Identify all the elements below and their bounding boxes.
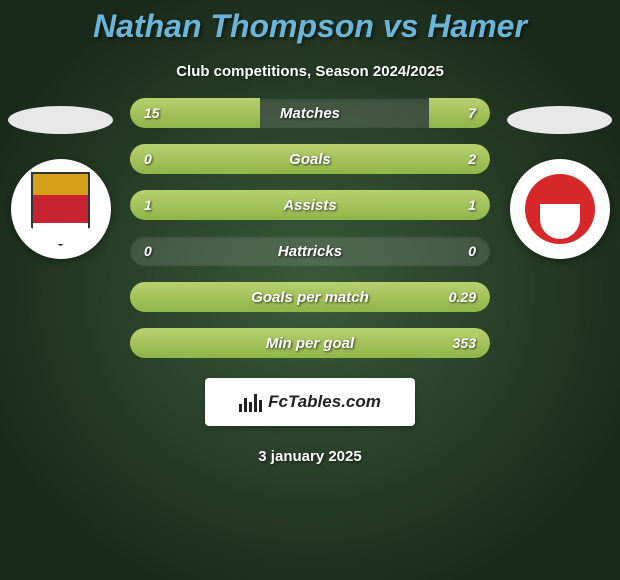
- source-logo: FcTables.com: [205, 378, 415, 426]
- player-ellipse-left: [8, 106, 113, 134]
- stat-label: Assists: [130, 190, 490, 220]
- stat-row: 00Hattricks: [130, 236, 490, 266]
- stat-label: Matches: [130, 98, 490, 128]
- page-title: Nathan Thompson vs Hamer: [0, 0, 620, 45]
- right-player-col: [502, 98, 617, 259]
- bars-chart-icon: [239, 392, 262, 412]
- stat-row: 353Min per goal: [130, 328, 490, 358]
- stat-row: 0.29Goals per match: [130, 282, 490, 312]
- stat-label: Min per goal: [130, 328, 490, 358]
- left-player-col: [3, 98, 118, 259]
- source-logo-text: FcTables.com: [268, 392, 381, 412]
- stats-area: 157Matches 02Goals 11Assists 00Hattricks 0.2…: [0, 98, 620, 358]
- club-badge-left-icon: [11, 159, 111, 259]
- player-ellipse-right: [507, 106, 612, 134]
- club-badge-right-icon: [510, 159, 610, 259]
- stat-bars: 157Matches 02Goals 11Assists 00Hattricks 0.2…: [130, 98, 490, 358]
- stat-row: 11Assists: [130, 190, 490, 220]
- stat-label: Hattricks: [130, 236, 490, 266]
- subtitle: Club competitions, Season 2024/2025: [0, 63, 620, 80]
- stat-row: 02Goals: [130, 144, 490, 174]
- stat-row: 157Matches: [130, 98, 490, 128]
- stat-label: Goals per match: [130, 282, 490, 312]
- comparison-date: 3 january 2025: [0, 448, 620, 465]
- stat-label: Goals: [130, 144, 490, 174]
